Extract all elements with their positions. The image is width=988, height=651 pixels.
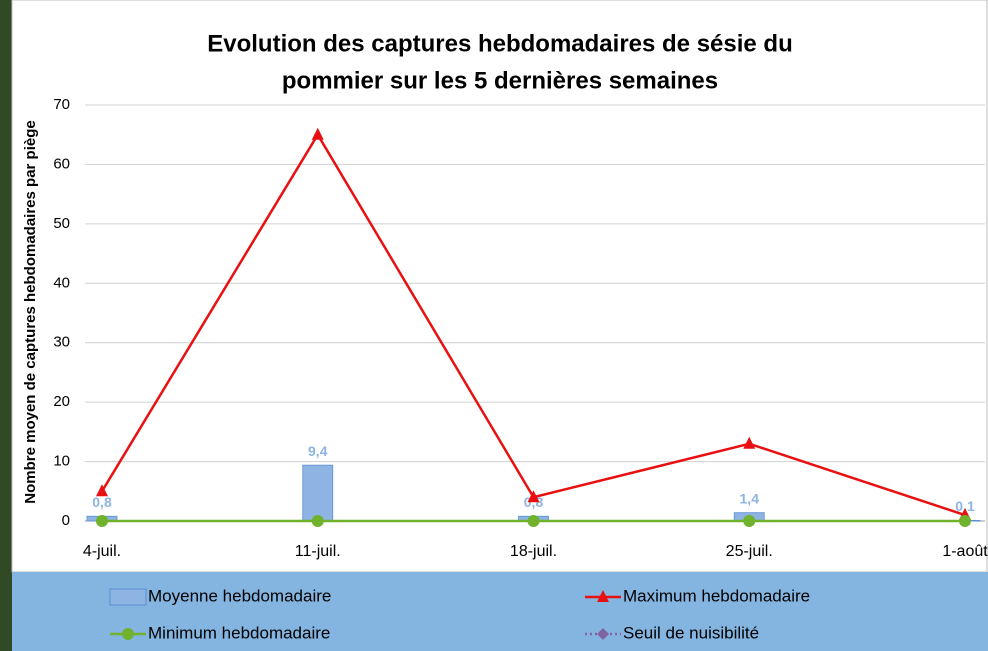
legend-label: Minimum hebdomadaire [148,623,330,642]
x-tick-label: 11-juil. [295,543,341,560]
legend-label: Seuil de nuisibilité [623,623,759,642]
x-tick-label: 25-juil. [726,543,773,560]
x-tick-label: 1-août [942,543,988,560]
y-tick-label: 60 [53,155,70,172]
data-label: 0,8 [92,494,112,510]
y-tick-label: 20 [53,393,70,410]
legend-swatch [109,588,147,606]
background-strip [0,0,12,651]
bar [302,464,334,522]
y-tick-label: 0 [62,512,70,529]
marker [96,515,108,527]
data-label: 1,4 [740,490,760,506]
y-axis-label: Nombre moyen de captures hebdomadaires p… [22,120,39,503]
data-label: 0,1 [955,498,975,514]
marker [311,515,324,527]
marker [959,515,971,527]
data-label: 9,4 [308,443,328,459]
marker [96,484,108,497]
marker [527,515,540,527]
legend-band [12,572,988,651]
marker [527,490,540,503]
y-tick-label: 70 [53,96,70,113]
y-tick-label: 10 [53,453,70,470]
x-tick-label: 18-juil. [510,543,557,560]
legend-marker [597,628,609,640]
x-tick-label: 4-juil. [83,543,121,560]
marker [743,436,756,449]
chart-area [11,0,988,573]
y-tick-label: 30 [53,334,70,351]
marker [311,127,324,140]
y-tick-label: 50 [53,215,70,232]
marker [743,515,756,527]
legend-marker [597,590,609,602]
legend-label: Maximum hebdomadaire [623,586,810,605]
chart-title: pommier sur les 5 dernières semaines [282,67,718,94]
y-tick-label: 40 [53,274,70,291]
chart-title: Evolution des captures hebdomadaires de … [207,30,793,57]
legend-label: Moyenne hebdomadaire [148,586,331,605]
legend-marker [122,628,134,640]
